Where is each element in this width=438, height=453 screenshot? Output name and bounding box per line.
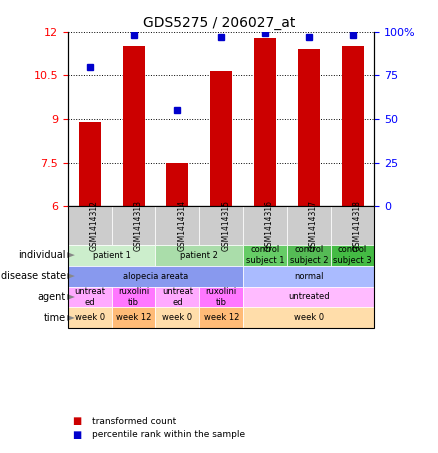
Text: ruxolini
tib: ruxolini tib bbox=[205, 287, 237, 307]
Bar bbox=[254, 38, 276, 206]
Text: week 12: week 12 bbox=[116, 313, 151, 323]
Text: ■: ■ bbox=[72, 416, 81, 426]
Text: GSM1414312: GSM1414312 bbox=[90, 200, 99, 251]
Text: week 12: week 12 bbox=[204, 313, 239, 323]
Text: GSM1414313: GSM1414313 bbox=[134, 200, 143, 251]
Text: week 0: week 0 bbox=[162, 313, 192, 323]
Bar bbox=[298, 49, 320, 206]
Text: control
subject 3: control subject 3 bbox=[333, 246, 372, 265]
Text: GDS5275 / 206027_at: GDS5275 / 206027_at bbox=[143, 16, 295, 30]
Text: untreat
ed: untreat ed bbox=[162, 287, 193, 307]
Text: GSM1414318: GSM1414318 bbox=[353, 200, 362, 251]
Text: transformed count: transformed count bbox=[92, 417, 176, 426]
Text: ruxolini
tib: ruxolini tib bbox=[118, 287, 149, 307]
Text: time: time bbox=[43, 313, 66, 323]
Text: normal: normal bbox=[294, 271, 324, 280]
Bar bbox=[79, 122, 101, 206]
Bar bbox=[342, 46, 364, 206]
Text: GSM1414316: GSM1414316 bbox=[265, 200, 274, 251]
Text: GSM1414314: GSM1414314 bbox=[177, 200, 187, 251]
Text: patient 2: patient 2 bbox=[180, 251, 218, 260]
Text: GSM1414317: GSM1414317 bbox=[309, 200, 318, 251]
Text: GSM1414315: GSM1414315 bbox=[221, 200, 230, 251]
Text: untreated: untreated bbox=[288, 293, 330, 302]
Text: agent: agent bbox=[38, 292, 66, 302]
Text: alopecia areata: alopecia areata bbox=[123, 271, 188, 280]
Text: control
subject 2: control subject 2 bbox=[290, 246, 328, 265]
Bar bbox=[166, 163, 188, 206]
Text: week 0: week 0 bbox=[294, 313, 324, 323]
Text: untreat
ed: untreat ed bbox=[74, 287, 105, 307]
Text: patient 1: patient 1 bbox=[93, 251, 131, 260]
Text: percentile rank within the sample: percentile rank within the sample bbox=[92, 430, 245, 439]
Bar bbox=[210, 71, 232, 206]
Text: control
subject 1: control subject 1 bbox=[246, 246, 284, 265]
Text: individual: individual bbox=[18, 250, 66, 260]
Text: disease state: disease state bbox=[0, 271, 66, 281]
Bar bbox=[123, 46, 145, 206]
Text: ■: ■ bbox=[72, 430, 81, 440]
Text: week 0: week 0 bbox=[75, 313, 105, 323]
